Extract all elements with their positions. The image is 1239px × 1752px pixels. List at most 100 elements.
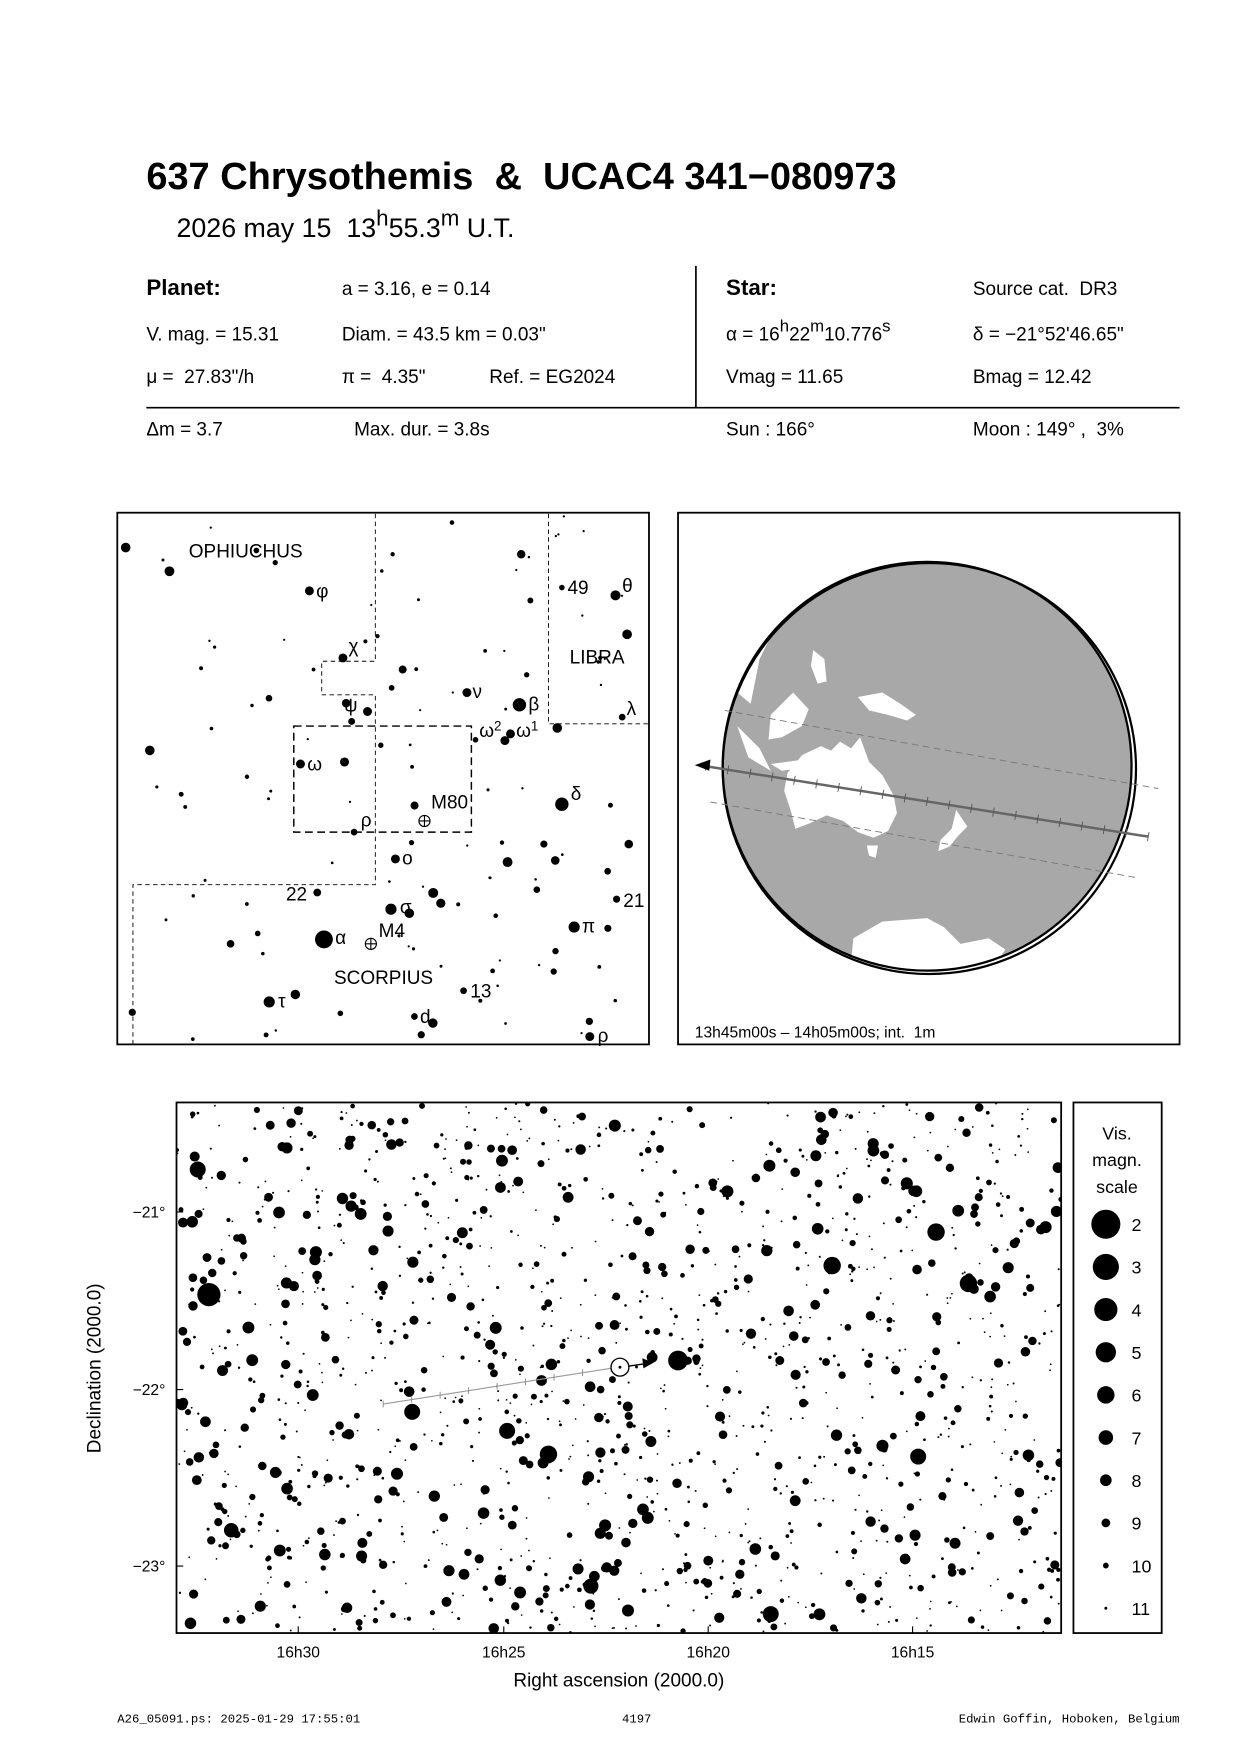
star — [875, 1320, 878, 1323]
star — [609, 1320, 620, 1330]
star — [892, 1303, 895, 1305]
star — [410, 801, 419, 810]
time-tick — [948, 800, 951, 810]
star — [775, 1364, 778, 1367]
star — [267, 1565, 272, 1571]
star — [197, 1412, 200, 1415]
star — [1012, 1382, 1015, 1385]
star — [899, 1553, 911, 1565]
star — [958, 1568, 966, 1576]
star — [954, 1128, 957, 1131]
star — [669, 1307, 673, 1311]
star — [503, 649, 506, 653]
star — [470, 1445, 474, 1449]
constellation-label: SCORPIUS — [334, 968, 433, 989]
star — [927, 1391, 934, 1398]
star — [547, 1623, 555, 1632]
star — [1044, 1310, 1047, 1313]
star — [562, 1338, 566, 1343]
star — [856, 1593, 867, 1604]
star — [682, 1191, 686, 1195]
star — [1058, 1303, 1061, 1306]
legend-dot — [1097, 1386, 1115, 1404]
star-label: π — [582, 917, 595, 938]
star — [439, 1512, 449, 1522]
star — [546, 1417, 550, 1421]
star-label: σ — [400, 898, 412, 919]
star — [1003, 1267, 1007, 1272]
star — [190, 1115, 194, 1119]
star — [273, 1226, 276, 1229]
star — [910, 1448, 927, 1465]
star — [335, 1520, 338, 1523]
star — [312, 1270, 323, 1281]
star — [238, 1181, 241, 1184]
star — [749, 1543, 762, 1555]
star — [992, 1247, 999, 1254]
star — [947, 1435, 950, 1438]
star — [178, 1207, 184, 1213]
star — [622, 1401, 633, 1412]
star — [930, 1364, 937, 1371]
star — [747, 1541, 750, 1544]
star — [323, 1260, 326, 1263]
star — [537, 1160, 545, 1168]
star — [893, 1320, 895, 1322]
star — [849, 1273, 852, 1276]
star — [751, 1173, 761, 1183]
star — [645, 1435, 657, 1447]
star — [604, 867, 611, 875]
star — [378, 742, 384, 748]
star — [265, 694, 273, 702]
star — [184, 1409, 192, 1416]
star-source: Source cat. DR3 — [973, 279, 1117, 300]
star — [858, 1494, 860, 1497]
star — [588, 1145, 591, 1148]
star — [207, 1536, 216, 1545]
star — [558, 1420, 561, 1423]
legend-label: 2 — [1132, 1215, 1142, 1235]
legend-label: 3 — [1132, 1258, 1142, 1278]
new-guinea — [857, 692, 916, 721]
star — [566, 1532, 573, 1538]
star — [706, 1384, 709, 1388]
star — [466, 1242, 473, 1250]
star — [525, 1460, 534, 1469]
star — [656, 1453, 659, 1455]
star — [770, 1429, 773, 1432]
star — [478, 998, 483, 1003]
star — [414, 667, 419, 672]
star — [790, 1167, 801, 1178]
star — [969, 1284, 979, 1294]
finder-star-field — [120, 515, 634, 1042]
constellation-boundary — [132, 513, 376, 1045]
star — [889, 1605, 892, 1608]
star — [717, 1178, 720, 1180]
star — [731, 1245, 740, 1254]
star — [478, 1417, 482, 1421]
star — [463, 1326, 469, 1332]
star — [552, 723, 563, 733]
star — [621, 1604, 634, 1617]
star — [721, 1185, 734, 1198]
star — [618, 713, 626, 721]
star — [426, 1275, 435, 1284]
star — [215, 1557, 218, 1560]
star — [552, 1223, 555, 1226]
star — [541, 1325, 544, 1328]
star — [443, 1565, 455, 1577]
star — [341, 1367, 345, 1370]
star — [261, 951, 265, 956]
star — [752, 1345, 756, 1349]
star — [868, 1235, 871, 1238]
star — [386, 1139, 397, 1150]
star — [704, 1595, 709, 1600]
y-tick-label: −22° — [133, 1382, 166, 1399]
star — [957, 1341, 961, 1345]
star — [417, 1491, 420, 1494]
star — [348, 718, 356, 725]
star — [480, 1485, 490, 1495]
star — [1049, 1188, 1054, 1193]
star — [431, 1181, 436, 1186]
star — [974, 1193, 983, 1202]
